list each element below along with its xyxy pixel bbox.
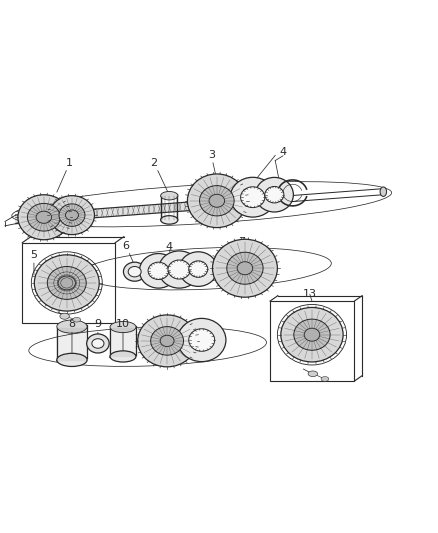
Ellipse shape [321, 376, 329, 381]
Ellipse shape [128, 266, 141, 277]
Ellipse shape [189, 329, 215, 351]
Ellipse shape [200, 185, 234, 216]
Ellipse shape [49, 196, 95, 235]
Ellipse shape [240, 187, 265, 207]
Ellipse shape [148, 262, 169, 279]
Ellipse shape [57, 320, 87, 333]
Ellipse shape [110, 351, 136, 362]
Ellipse shape [73, 317, 81, 322]
Ellipse shape [151, 327, 184, 355]
Ellipse shape [227, 252, 263, 284]
Ellipse shape [66, 210, 78, 220]
Ellipse shape [212, 239, 277, 297]
Bar [270, 301, 354, 381]
Text: 2: 2 [151, 158, 169, 195]
Ellipse shape [160, 335, 174, 346]
Ellipse shape [209, 194, 225, 207]
Ellipse shape [380, 187, 387, 197]
Ellipse shape [179, 252, 217, 286]
Ellipse shape [159, 251, 200, 288]
Ellipse shape [60, 313, 69, 319]
Ellipse shape [230, 177, 275, 217]
Ellipse shape [110, 321, 136, 333]
Ellipse shape [237, 262, 253, 274]
Ellipse shape [304, 328, 320, 341]
Text: 12: 12 [194, 319, 209, 348]
Bar [22, 243, 115, 322]
Ellipse shape [177, 318, 226, 361]
Text: 5: 5 [30, 251, 37, 275]
Ellipse shape [124, 262, 146, 281]
Ellipse shape [92, 338, 104, 348]
Ellipse shape [265, 187, 284, 203]
Ellipse shape [57, 353, 87, 367]
Ellipse shape [28, 204, 60, 231]
Text: 4: 4 [166, 241, 173, 252]
Ellipse shape [161, 191, 178, 200]
Text: 3: 3 [208, 150, 217, 180]
Ellipse shape [138, 315, 197, 367]
Text: 13: 13 [303, 289, 317, 301]
Ellipse shape [18, 195, 70, 240]
Text: 1: 1 [57, 158, 73, 192]
Ellipse shape [255, 177, 293, 212]
Ellipse shape [34, 255, 99, 311]
Ellipse shape [139, 254, 177, 288]
Polygon shape [16, 201, 193, 224]
Text: 7: 7 [238, 237, 245, 261]
Ellipse shape [47, 266, 86, 300]
Ellipse shape [58, 276, 75, 290]
Ellipse shape [161, 216, 178, 224]
Ellipse shape [189, 261, 208, 277]
Text: 4: 4 [279, 147, 286, 157]
Ellipse shape [36, 211, 52, 223]
Ellipse shape [187, 174, 246, 228]
Ellipse shape [168, 260, 191, 279]
Text: 6: 6 [123, 241, 134, 265]
Text: 11: 11 [160, 319, 174, 350]
Ellipse shape [87, 334, 109, 353]
Text: 9: 9 [94, 319, 102, 351]
Ellipse shape [281, 308, 343, 362]
Text: 10: 10 [116, 319, 130, 352]
Text: 8: 8 [68, 319, 75, 353]
Ellipse shape [294, 319, 330, 350]
Ellipse shape [308, 371, 318, 376]
Ellipse shape [59, 204, 85, 227]
